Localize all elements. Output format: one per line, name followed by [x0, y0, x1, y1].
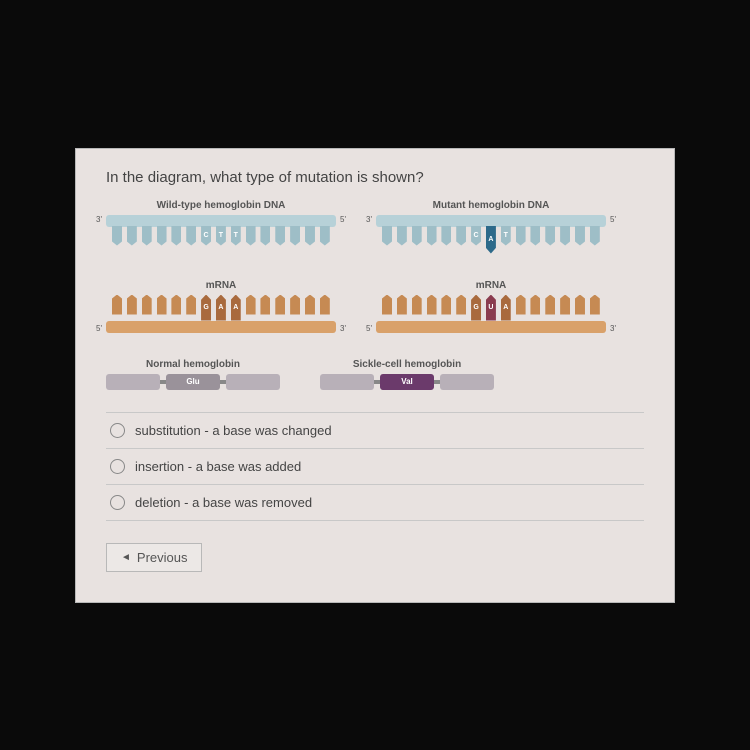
dna-base [186, 226, 196, 246]
dna-base [545, 226, 555, 246]
mrna-base [441, 295, 451, 315]
protein-segment: Val [380, 374, 434, 390]
dna-base [560, 226, 570, 246]
dna-mutant-label: Mutant hemoglobin DNA [433, 200, 550, 211]
dna-wild-label: Wild-type hemoglobin DNA [157, 200, 286, 211]
mrna-base [260, 295, 270, 315]
protein-segment: Glu [166, 374, 220, 390]
dna-base [590, 226, 600, 246]
dna-base [246, 226, 256, 246]
dna-base [441, 226, 451, 246]
dna-base: C [471, 226, 481, 246]
dna-base [142, 226, 152, 246]
mrna-base [382, 295, 392, 315]
dna-row: Wild-type hemoglobin DNA 3' 5' CTT Mutan… [106, 200, 644, 254]
dna-base [397, 226, 407, 246]
dna-base [157, 226, 167, 246]
protein-segment [440, 374, 494, 390]
dna-base [171, 226, 181, 246]
caret-left-icon: ◄ [121, 552, 131, 563]
mrna-base [427, 295, 437, 315]
mrna-base [320, 295, 330, 315]
question-text: In the diagram, what type of mutation is… [106, 169, 644, 186]
dna-base [305, 226, 315, 246]
mrna-base: A [501, 295, 511, 321]
dna-base: T [501, 226, 511, 246]
dna-base [530, 226, 540, 246]
mrna-base [545, 295, 555, 315]
dna-base: T [216, 226, 226, 246]
protein-segment [320, 374, 374, 390]
mrna-base [157, 295, 167, 315]
mrna-base: U [486, 295, 496, 321]
option-insertion[interactable]: insertion - a base was added [106, 449, 644, 485]
dna-base [427, 226, 437, 246]
option-deletion[interactable]: deletion - a base was removed [106, 485, 644, 521]
mrna-base [397, 295, 407, 315]
answer-options: substitution - a base was changed insert… [106, 412, 644, 521]
dna-base: T [231, 226, 241, 246]
dna-base [412, 226, 422, 246]
dna-base [456, 226, 466, 246]
dna-base [290, 226, 300, 246]
mrna-row: mRNA GAA 5' 3' mRNA GUA 5' 3' [106, 280, 644, 333]
mrna-base [530, 295, 540, 315]
dna-base [260, 226, 270, 246]
mrna-base [575, 295, 585, 315]
mrna-base [171, 295, 181, 315]
mrna-base: A [231, 295, 241, 321]
mrna-base [516, 295, 526, 315]
mrna-base [186, 295, 196, 315]
option-substitution[interactable]: substitution - a base was changed [106, 413, 644, 449]
mrna-base [142, 295, 152, 315]
diagram: Wild-type hemoglobin DNA 3' 5' CTT Mutan… [106, 200, 644, 390]
protein-normal: Normal hemoglobin Glu [106, 359, 280, 390]
dna-base: A [486, 226, 496, 254]
radio-icon[interactable] [110, 423, 125, 438]
protein-segment [106, 374, 160, 390]
dna-wild: Wild-type hemoglobin DNA 3' 5' CTT [106, 200, 336, 254]
dna-base [127, 226, 137, 246]
dna-base [516, 226, 526, 246]
dna-base [275, 226, 285, 246]
dna-base [382, 226, 392, 246]
mrna-base [305, 295, 315, 315]
protein-row: Normal hemoglobin Glu Sickle-cell hemogl… [106, 359, 644, 390]
mrna-base [560, 295, 570, 315]
radio-icon[interactable] [110, 495, 125, 510]
protein-segment [226, 374, 280, 390]
mrna-base [246, 295, 256, 315]
dna-mutant: Mutant hemoglobin DNA 3' 5' CAT [376, 200, 606, 254]
mrna-base [112, 295, 122, 315]
mrna-base: G [201, 295, 211, 321]
mrna-base: G [471, 295, 481, 321]
dna-base [112, 226, 122, 246]
mrna-wild: mRNA GAA 5' 3' [106, 280, 336, 333]
mrna-base [590, 295, 600, 315]
previous-button[interactable]: ◄ Previous [106, 543, 202, 572]
mrna-base [456, 295, 466, 315]
dna-base [575, 226, 585, 246]
mrna-base [127, 295, 137, 315]
dna-base: C [201, 226, 211, 246]
mrna-base [275, 295, 285, 315]
mrna-base [290, 295, 300, 315]
radio-icon[interactable] [110, 459, 125, 474]
mrna-base [412, 295, 422, 315]
protein-sickle: Sickle-cell hemoglobin Val [320, 359, 494, 390]
mrna-base: A [216, 295, 226, 321]
mrna-mutant: mRNA GUA 5' 3' [376, 280, 606, 333]
dna-base [320, 226, 330, 246]
